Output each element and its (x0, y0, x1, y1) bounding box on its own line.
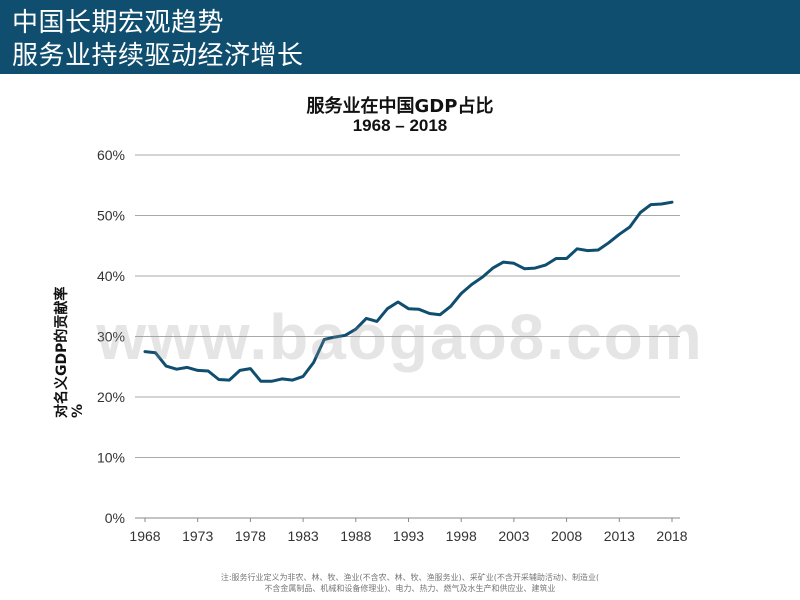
chart-subtitle: 1968 – 2018 (352, 116, 448, 135)
header-title-line2: 服务业持续驱动经济增长 (12, 41, 304, 71)
footnote-line2: 不含金属制品、机械和设备修理业)、电力、热力、燃气及水生产和供应业、建筑业 (264, 584, 556, 593)
y-tick-label: 10% (97, 450, 125, 466)
header-banner: 中国长期宏观趋势 服务业持续驱动经济增长 (0, 0, 800, 74)
y-tick-label: 20% (97, 389, 125, 405)
x-tick-label: 1993 (393, 528, 424, 544)
x-tick-label: 1983 (288, 528, 319, 544)
y-tick-label: 60% (97, 147, 125, 163)
y-tick-label: 30% (97, 329, 125, 345)
x-tick-label: 2013 (604, 528, 635, 544)
x-tick-label: 2003 (498, 528, 529, 544)
x-tick-label: 1978 (235, 528, 266, 544)
x-tick-label: 1968 (129, 528, 160, 544)
x-tick-label: 1998 (446, 528, 477, 544)
x-tick-label: 1988 (340, 528, 371, 544)
chart-title: 服务业在中国GDP占比 (306, 96, 494, 117)
y-tick-label: 40% (97, 268, 125, 284)
footnote-line1: 注:服务行业定义为非农、林、牧、渔业(不含农、林、牧、渔服务业)、采矿业(不含开… (220, 573, 600, 582)
footnote: 注:服务行业定义为非农、林、牧、渔业(不含农、林、牧、渔服务业)、采矿业(不含开… (150, 572, 670, 594)
x-tick-label: 2008 (551, 528, 582, 544)
x-tick-label: 1973 (182, 528, 213, 544)
y-tick-label: 0% (105, 510, 125, 526)
series-line-0 (143, 200, 674, 383)
x-tick-label: 2018 (656, 528, 687, 544)
y-tick-label: 50% (97, 208, 125, 224)
header-title-line1: 中国长期宏观趋势 (12, 8, 225, 38)
